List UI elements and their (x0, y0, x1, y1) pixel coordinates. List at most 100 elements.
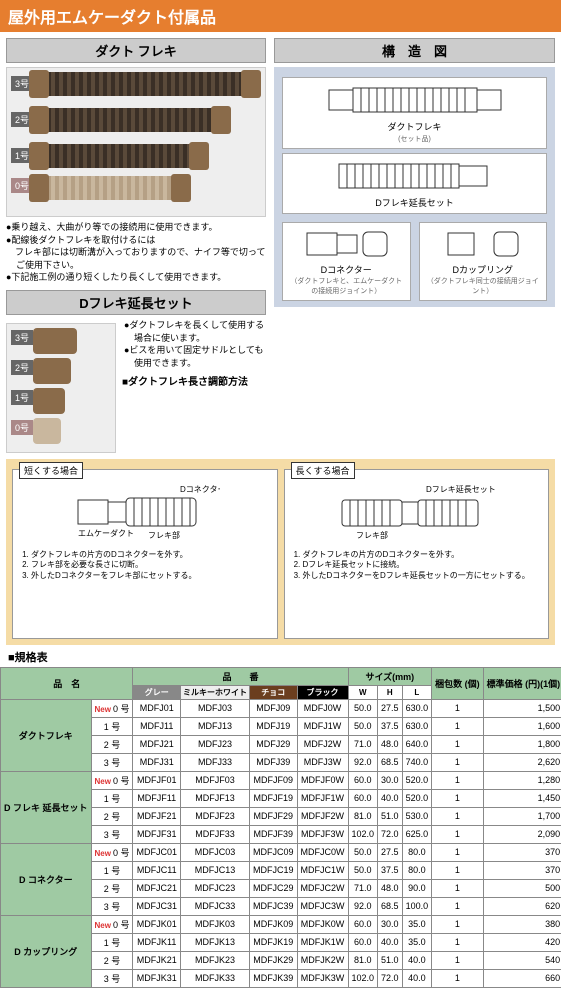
val-cell: 60.0 (348, 771, 378, 789)
code-cell: MDFJK03 (181, 915, 250, 933)
long-step-1: ダクトフレキの片方のDコネクターを外す。 (303, 550, 545, 560)
d-flexi-ext-photo: 3号 2号 1号 0号 (6, 323, 116, 453)
svg-text:フレキ部: フレキ部 (356, 530, 388, 540)
row-no: 2 号 (91, 879, 133, 897)
spec-table: 品 名 品 番 サイズ(mm) 梱包数 (個) 標準価格 (円)(1個) グレー… (0, 667, 561, 988)
row-no: 1 号 (91, 861, 133, 879)
code-cell: MDFJF01 (133, 771, 181, 789)
group-name-cell: D コネクター (1, 843, 92, 915)
val-cell: 2,620 (483, 753, 561, 771)
code-cell: MDFJ09 (250, 699, 298, 717)
diagram-duct-flexi: ダクトフレキ(セット品) (282, 77, 547, 149)
th-l: L (402, 685, 432, 699)
code-cell: MDFJK0W (297, 915, 348, 933)
row-no: 2 号 (91, 807, 133, 825)
val-cell: 370 (483, 843, 561, 861)
size-label-2b: 2号 (11, 360, 33, 375)
code-cell: MDFJK1W (297, 933, 348, 951)
val-cell: 60.0 (348, 789, 378, 807)
val-cell: 1,600 (483, 717, 561, 735)
adjust-longer: 長くする場合 Dフレキ延長セットフレキ部 ダクトフレキの片方のDコネクターを外す… (284, 469, 550, 639)
note-2: ●配線後ダクトフレキを取付けるには (6, 234, 266, 247)
adjust-method-head: ■ダクトフレキ長さ調節方法 (122, 373, 266, 388)
code-cell: MDFJF23 (181, 807, 250, 825)
spec-table-label: ■規格表 (0, 645, 561, 667)
code-cell: MDFJF11 (133, 789, 181, 807)
code-cell: MDFJC19 (250, 861, 298, 879)
svg-text:Dコネクター: Dコネクター (180, 485, 220, 494)
code-cell: MDFJK01 (133, 915, 181, 933)
diagram-d-connector: Dコネクター （ダクトフレキと、エムケーダクトの接続用ジョイント） (282, 222, 411, 301)
structure-diagram-head: 構 造 図 (274, 38, 555, 63)
val-cell: 380 (483, 915, 561, 933)
val-cell: 660 (483, 969, 561, 987)
dnote-2: ●ビスを用いて固定サドルとしても使用できます。 (124, 344, 266, 369)
duct-flexi-notes: ●乗り越え、大曲がり等での接続用に使用できます。 ●配線後ダクトフレキを取付ける… (6, 221, 266, 284)
val-cell: 100.0 (402, 897, 432, 915)
val-cell: 540 (483, 951, 561, 969)
table-row: ダクトフレキNew0 号MDFJ01MDFJ03MDFJ09MDFJ0W50.0… (1, 699, 561, 717)
val-cell: 630.0 (402, 717, 432, 735)
long-step-2: Dフレキ延長セットに接続。 (303, 560, 545, 570)
code-cell: MDFJF13 (181, 789, 250, 807)
note-1: ●乗り越え、大曲がり等での接続用に使用できます。 (6, 221, 266, 234)
code-cell: MDFJK11 (133, 933, 181, 951)
size-label-0b: 0号 (11, 420, 33, 435)
val-cell: 500 (483, 879, 561, 897)
th-price: 標準価格 (円)(1個) (483, 667, 561, 699)
val-cell: 50.0 (348, 717, 378, 735)
code-cell: MDFJC2W (297, 879, 348, 897)
val-cell: 530.0 (402, 807, 432, 825)
code-cell: MDFJC23 (181, 879, 250, 897)
row-no: New0 号 (91, 843, 133, 861)
val-cell: 50.0 (348, 699, 378, 717)
short-step-2: フレキ部を必要な長さに切断。 (31, 560, 273, 570)
row-no: New0 号 (91, 771, 133, 789)
code-cell: MDFJC33 (181, 897, 250, 915)
diagram-d-coupling: Dカップリング （ダクトフレキ同士の接続用ジョイント） (419, 222, 548, 301)
code-cell: MDFJ33 (181, 753, 250, 771)
val-cell: 1 (432, 717, 484, 735)
note-4: ●下記施工例の通り短くしたり長くして使用できます。 (6, 271, 266, 284)
val-cell: 60.0 (348, 915, 378, 933)
row-no: 1 号 (91, 933, 133, 951)
code-cell: MDFJC09 (250, 843, 298, 861)
code-cell: MDFJK09 (250, 915, 298, 933)
val-cell: 1 (432, 879, 484, 897)
val-cell: 1,500 (483, 699, 561, 717)
table-row: D コネクターNew0 号MDFJC01MDFJC03MDFJC09MDFJC0… (1, 843, 561, 861)
val-cell: 370 (483, 861, 561, 879)
code-cell: MDFJF31 (133, 825, 181, 843)
val-cell: 60.0 (348, 933, 378, 951)
code-cell: MDFJF29 (250, 807, 298, 825)
val-cell: 51.0 (378, 951, 403, 969)
code-cell: MDFJC01 (133, 843, 181, 861)
th-black: ブラック (297, 685, 348, 699)
val-cell: 1 (432, 699, 484, 717)
val-cell: 71.0 (348, 735, 378, 753)
code-cell: MDFJF33 (181, 825, 250, 843)
code-cell: MDFJC11 (133, 861, 181, 879)
code-cell: MDFJC13 (181, 861, 250, 879)
val-cell: 620 (483, 897, 561, 915)
code-cell: MDFJF09 (250, 771, 298, 789)
row-no: 2 号 (91, 951, 133, 969)
code-cell: MDFJF39 (250, 825, 298, 843)
diagram-cap-4: Dカップリング (424, 263, 543, 276)
row-no: New0 号 (91, 699, 133, 717)
val-cell: 1 (432, 843, 484, 861)
val-cell: 740.0 (402, 753, 432, 771)
code-cell: MDFJF21 (133, 807, 181, 825)
svg-text:エムケーダクト: エムケーダクト (78, 528, 134, 538)
code-cell: MDFJC03 (181, 843, 250, 861)
code-cell: MDFJ21 (133, 735, 181, 753)
adjust-shorter: 短くする場合 Dコネクターエムケーダクトフレキ部 ダクトフレキの片方のDコネクタ… (12, 469, 278, 639)
val-cell: 35.0 (402, 933, 432, 951)
diagram-cap-3: Dコネクター (287, 263, 406, 276)
val-cell: 80.0 (402, 843, 432, 861)
code-cell: MDFJC1W (297, 861, 348, 879)
code-cell: MDFJK13 (181, 933, 250, 951)
val-cell: 71.0 (348, 879, 378, 897)
code-cell: MDFJF03 (181, 771, 250, 789)
adjust-shorter-label: 短くする場合 (19, 462, 83, 479)
